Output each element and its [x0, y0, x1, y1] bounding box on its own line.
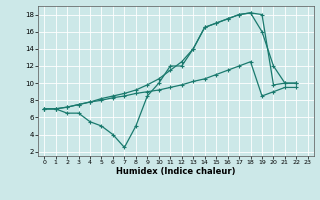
X-axis label: Humidex (Indice chaleur): Humidex (Indice chaleur) [116, 167, 236, 176]
